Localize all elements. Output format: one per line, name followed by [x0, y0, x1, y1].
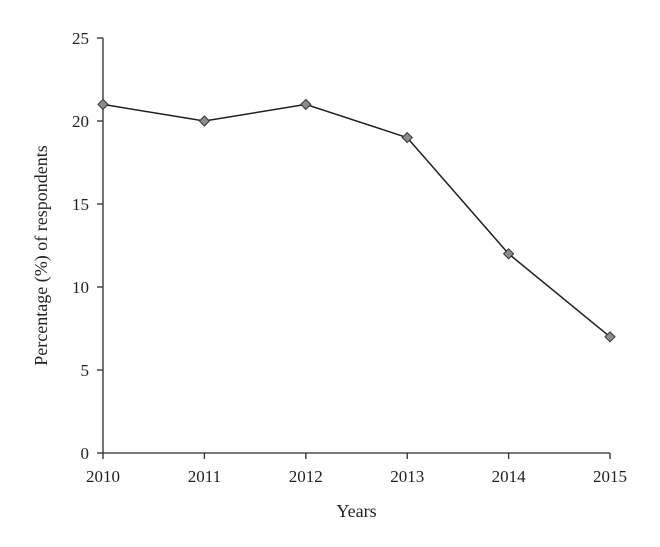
y-axis-title: Percentage (%) of respondents — [31, 145, 52, 365]
y-tick-label-5: 5 — [81, 361, 90, 380]
data-point-2015 — [604, 331, 616, 343]
data-point-2010 — [97, 98, 109, 111]
data-point-2014 — [502, 248, 515, 260]
x-tick-label-2011: 2011 — [188, 467, 221, 486]
y-tick-label-20: 20 — [72, 112, 89, 131]
x-tick-label-2015: 2015 — [593, 467, 627, 486]
y-axis-ticks: 0 5 10 15 20 25 — [72, 29, 103, 463]
x-tick-label-2010: 2010 — [86, 467, 120, 486]
x-tick-label-2012: 2012 — [289, 467, 323, 486]
y-tick-label-10: 10 — [72, 278, 89, 297]
x-tick-label-2013: 2013 — [390, 467, 424, 486]
x-axis-ticks: 2010 2011 2012 2013 2014 2015 — [86, 453, 627, 486]
data-point-2012 — [300, 98, 312, 111]
data-point-2011 — [198, 115, 211, 127]
y-tick-label-25: 25 — [72, 29, 89, 48]
data-markers — [97, 98, 616, 343]
data-point-2013 — [401, 131, 413, 144]
y-tick-label-15: 15 — [72, 195, 89, 214]
x-tick-label-2014: 2014 — [492, 467, 527, 486]
x-axis-title: Years — [336, 501, 376, 521]
series-line — [102, 103, 611, 338]
y-tick-label-0: 0 — [81, 444, 90, 463]
